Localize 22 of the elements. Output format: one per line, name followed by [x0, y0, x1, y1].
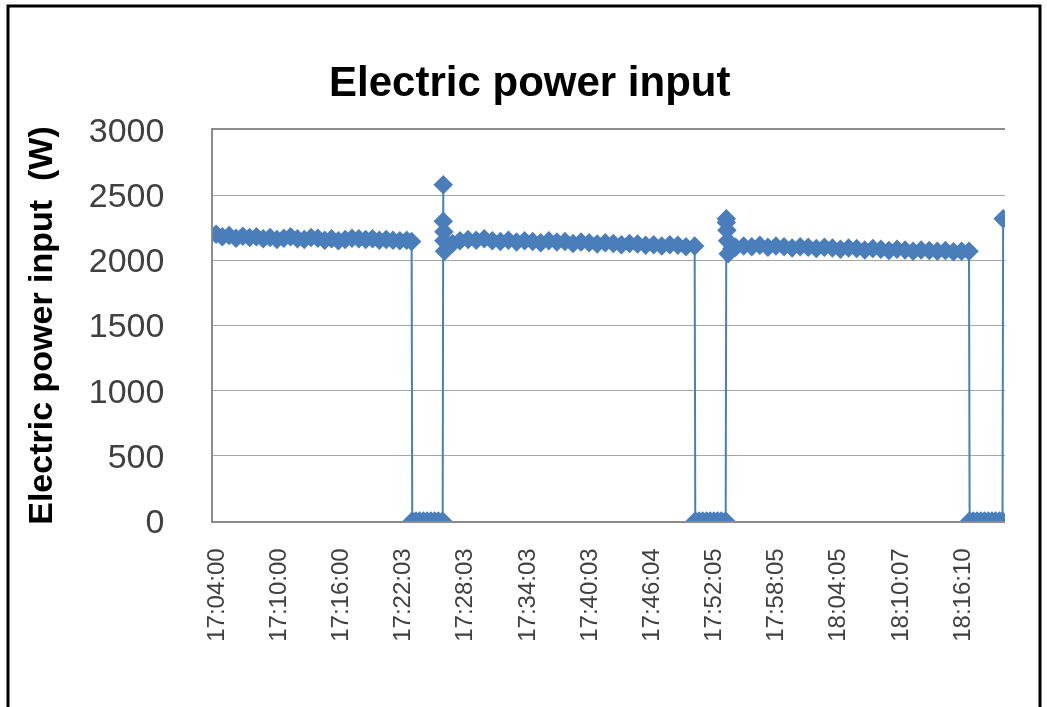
y-tick-label: 2000	[88, 241, 165, 280]
y-tick-label: 1000	[88, 371, 165, 410]
y-tick-label: 0	[145, 501, 165, 540]
x-tick-label: 17:04:00	[201, 548, 229, 642]
x-tick-label: 18:10:07	[885, 548, 913, 642]
y-tick-label: 1500	[88, 306, 165, 345]
x-tick-label: 17:10:00	[263, 548, 291, 642]
x-tick-label: 17:40:03	[574, 548, 602, 642]
x-tick-label: 17:34:03	[512, 548, 540, 642]
x-tick-label: 17:22:03	[388, 548, 416, 642]
x-tick-label: 18:16:10	[948, 548, 976, 642]
x-tick-label: 17:28:03	[450, 548, 478, 642]
x-tick-label: 17:46:04	[636, 548, 664, 642]
x-tick-label: 17:58:05	[761, 548, 789, 642]
y-tick-label: 2500	[88, 176, 165, 215]
y-tick-label: 500	[107, 436, 165, 475]
x-tick-label: 18:04:05	[823, 548, 851, 642]
y-axis-title: Electric power input (W)	[20, 126, 59, 525]
x-tick-label: 17:16:00	[325, 548, 353, 642]
x-tick-label: 17:52:05	[699, 548, 727, 642]
y-tick-label: 3000	[88, 110, 165, 149]
chart-title: Electric power input	[329, 57, 731, 105]
